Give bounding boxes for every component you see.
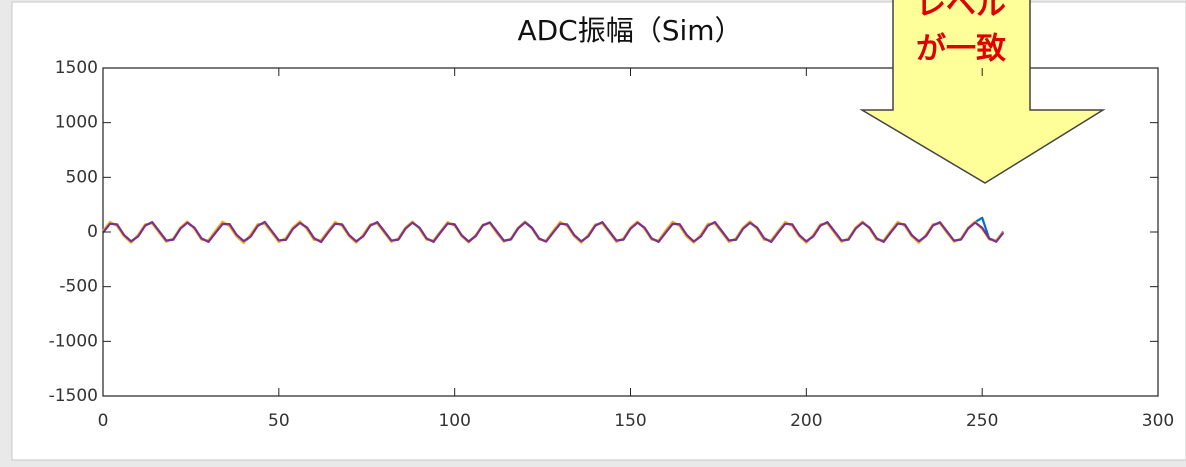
- y-tick-label: -500: [59, 277, 98, 297]
- x-tick-label: 150: [614, 411, 646, 431]
- x-tick-label: 50: [268, 411, 290, 431]
- y-tick-label: 0: [87, 222, 98, 242]
- x-tick-label: 300: [1142, 411, 1174, 431]
- y-tick-label: 1000: [55, 113, 98, 133]
- y-tick-label: 1500: [55, 58, 98, 78]
- x-tick-label: 0: [98, 411, 109, 431]
- y-tick-label: -1500: [49, 386, 98, 406]
- plot-area: [102, 216, 1005, 245]
- annotation-text: レベル: [916, 0, 1006, 23]
- x-tick-label: 100: [438, 411, 470, 431]
- chart-title: ADC振幅（Sim）: [517, 14, 742, 47]
- x-tick-label: 200: [790, 411, 822, 431]
- annotation-text: が一致: [916, 32, 1006, 67]
- annotation-arrow: [859, 0, 1106, 184]
- y-tick-label: -1000: [49, 331, 98, 351]
- y-tick-label: 500: [66, 167, 98, 187]
- x-tick-label: 250: [966, 411, 998, 431]
- data-line: [102, 220, 1005, 244]
